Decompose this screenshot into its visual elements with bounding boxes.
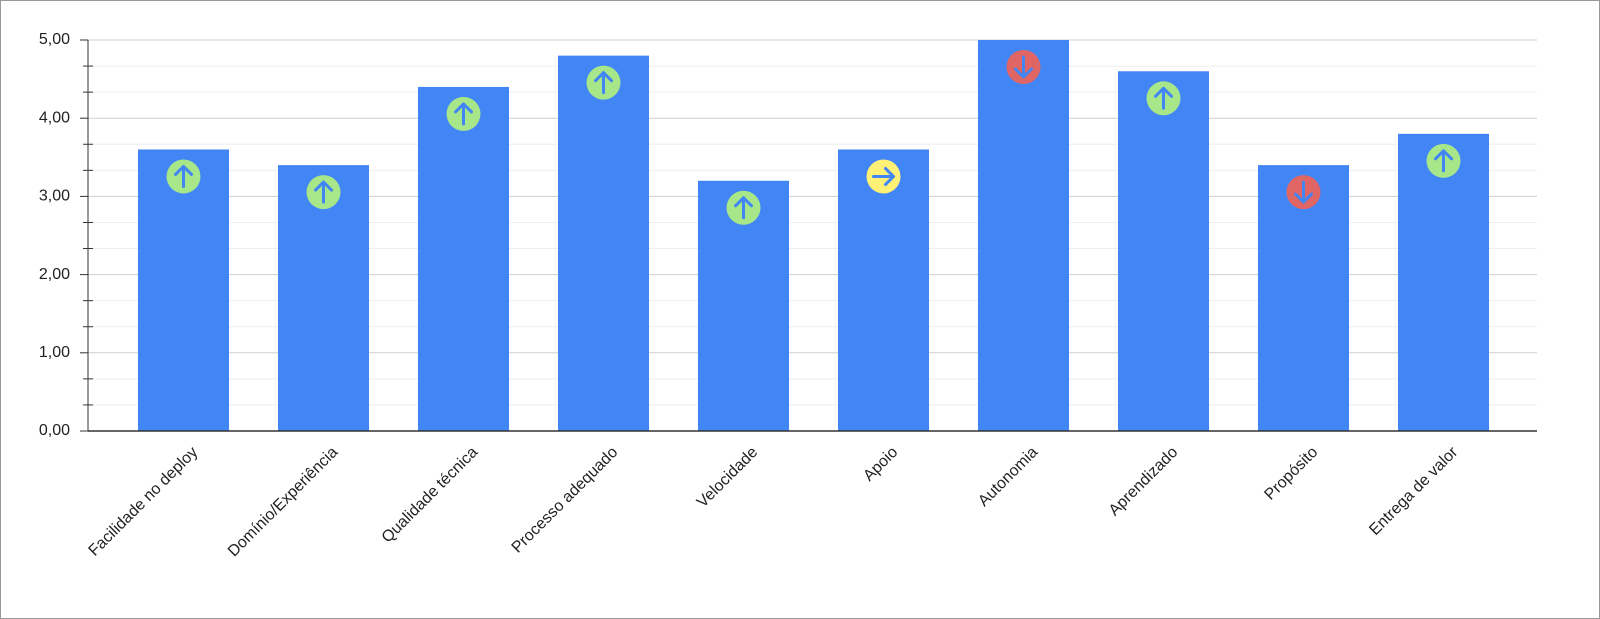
y-tick-label: 4,00 [39, 109, 70, 126]
trend-arrow [314, 180, 333, 204]
trend-arrow [174, 164, 193, 188]
bar [278, 165, 369, 431]
bar [1118, 71, 1209, 431]
trend-arrow [1014, 55, 1033, 79]
trend-arrow [1154, 86, 1173, 110]
trend-arrow [872, 166, 895, 186]
arrow-shape [1434, 149, 1453, 173]
bar [418, 86, 509, 432]
arrow-shape [594, 71, 613, 95]
bar [978, 40, 1069, 431]
bar [558, 55, 649, 431]
arrow-shape [454, 102, 473, 126]
arrow-shape [1154, 86, 1173, 110]
trend-arrow [594, 71, 613, 95]
y-tick-label: 3,00 [39, 188, 70, 205]
trend-arrow [734, 196, 753, 220]
bar [138, 149, 229, 432]
y-tick-label: 2,00 [39, 266, 70, 283]
trend-arrow [1434, 149, 1453, 173]
arrow-shape [174, 164, 193, 188]
bar [1398, 133, 1489, 431]
arrow-shape [314, 180, 333, 204]
trend-arrow [454, 102, 473, 126]
arrow-shape [872, 166, 895, 186]
bar [1258, 165, 1349, 431]
arrow-shape [1294, 180, 1313, 204]
arrow-shape [734, 196, 753, 220]
y-tick-label: 0,00 [39, 422, 70, 439]
arrow-shape [1014, 55, 1033, 79]
bar [838, 149, 929, 432]
y-tick-label: 5,00 [39, 31, 70, 48]
trend-arrow [1294, 180, 1313, 204]
y-tick-label: 1,00 [39, 344, 70, 361]
